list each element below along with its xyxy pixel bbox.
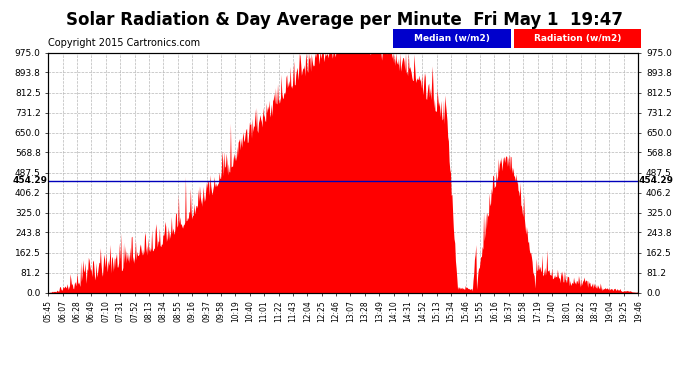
Text: Median (w/m2): Median (w/m2) <box>415 34 491 43</box>
Text: Copyright 2015 Cartronics.com: Copyright 2015 Cartronics.com <box>48 38 200 48</box>
Text: Solar Radiation & Day Average per Minute  Fri May 1  19:47: Solar Radiation & Day Average per Minute… <box>66 11 624 29</box>
Text: 454.29: 454.29 <box>12 176 48 185</box>
Text: 454.29: 454.29 <box>639 176 674 185</box>
Text: Radiation (w/m2): Radiation (w/m2) <box>534 34 621 43</box>
FancyBboxPatch shape <box>393 28 511 48</box>
FancyBboxPatch shape <box>514 28 641 48</box>
